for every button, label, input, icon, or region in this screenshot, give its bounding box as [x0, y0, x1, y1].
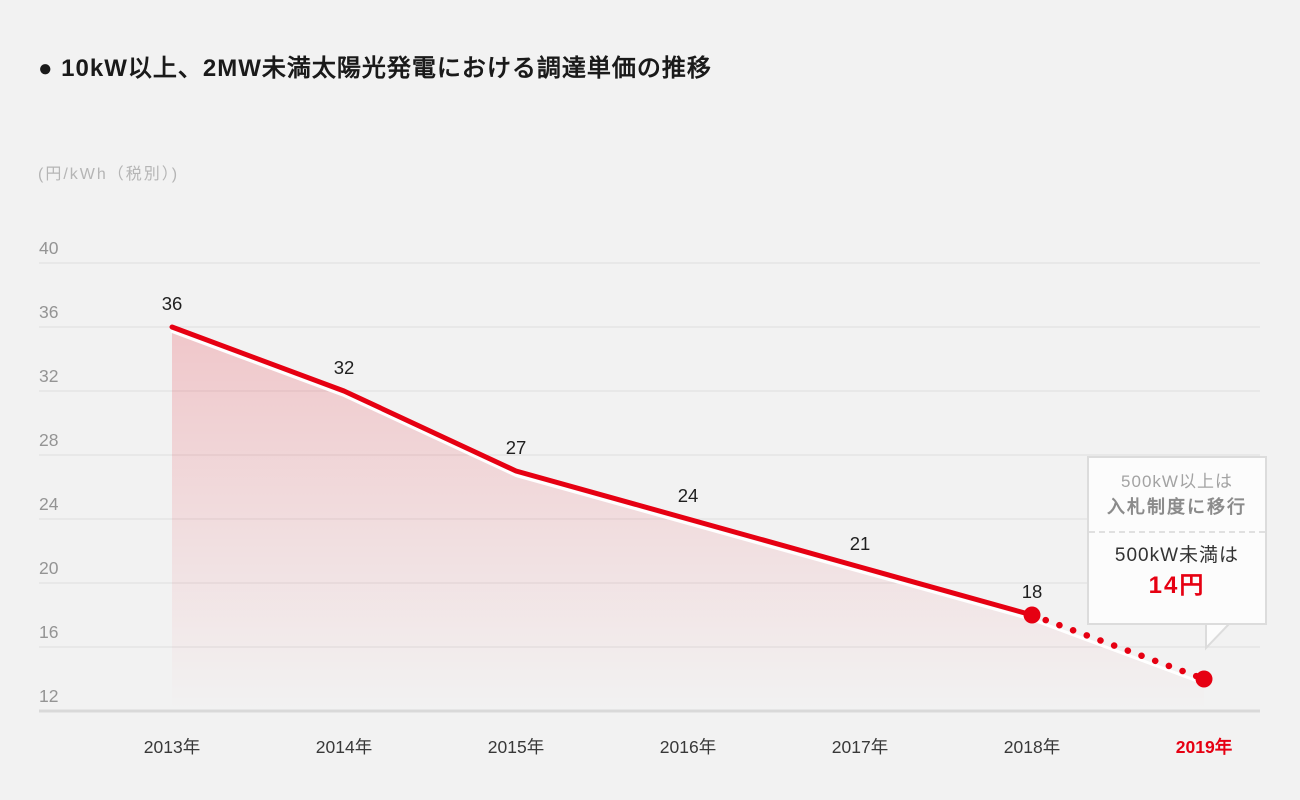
y-tick-label: 28 — [39, 430, 58, 450]
value-labels-group: 36 32 27 24 21 18 — [162, 293, 1043, 602]
x-axis-label-highlighted: 2019年 — [1176, 737, 1233, 757]
callout-upper-section: 500kW以上は 入札制度に移行 — [1089, 458, 1265, 533]
callout-upper-text-bold: 入札制度に移行 — [1107, 497, 1247, 517]
callout-lower-section: 500kW未満は 14円 — [1089, 533, 1265, 602]
area-fill — [172, 331, 1204, 711]
callout-price-value: 14円 — [1148, 572, 1206, 599]
y-axis-unit-label: (円/kWh（税別）) — [38, 166, 180, 183]
y-tick-label: 12 — [39, 686, 58, 706]
x-axis-label: 2018年 — [1004, 737, 1060, 757]
x-axis-label: 2014年 — [316, 737, 372, 757]
value-label: 18 — [1022, 581, 1043, 602]
callout-box: 500kW以上は 入札制度に移行 500kW未満は 14円 — [1087, 456, 1267, 651]
x-axis-labels-group: 2013年 2014年 2015年 2016年 2017年 2018年 2019年 — [144, 737, 1233, 757]
x-axis-label: 2017年 — [832, 737, 888, 757]
data-point-marker — [1023, 606, 1041, 624]
value-label: 27 — [506, 437, 527, 458]
y-tick-labels-group: 40 36 32 28 24 20 16 12 — [39, 238, 59, 706]
value-label: 21 — [850, 533, 871, 554]
value-label: 36 — [162, 293, 183, 314]
x-axis-label: 2015年 — [488, 737, 544, 757]
price-line-solid — [169, 324, 1035, 618]
page-title: ● 10kW以上、2MW未満太陽光発電における調達単価の推移 — [38, 55, 712, 82]
callout-tail — [1205, 623, 1231, 651]
y-tick-label: 36 — [39, 302, 58, 322]
x-axis-label: 2013年 — [144, 737, 200, 757]
x-axis-label: 2016年 — [660, 737, 716, 757]
y-tick-label: 24 — [39, 494, 59, 514]
value-label: 32 — [334, 357, 355, 378]
price-line-dotted — [1028, 611, 1208, 683]
callout-lower-text: 500kW未満は — [1114, 545, 1240, 566]
y-tick-label: 20 — [39, 558, 59, 578]
y-tick-label: 32 — [39, 366, 58, 386]
y-tick-label: 16 — [39, 622, 58, 642]
y-tick-label: 40 — [39, 238, 59, 258]
callout-upper-text: 500kW以上は — [1121, 472, 1233, 491]
value-label: 24 — [678, 485, 699, 506]
data-point-marker — [1195, 670, 1213, 688]
